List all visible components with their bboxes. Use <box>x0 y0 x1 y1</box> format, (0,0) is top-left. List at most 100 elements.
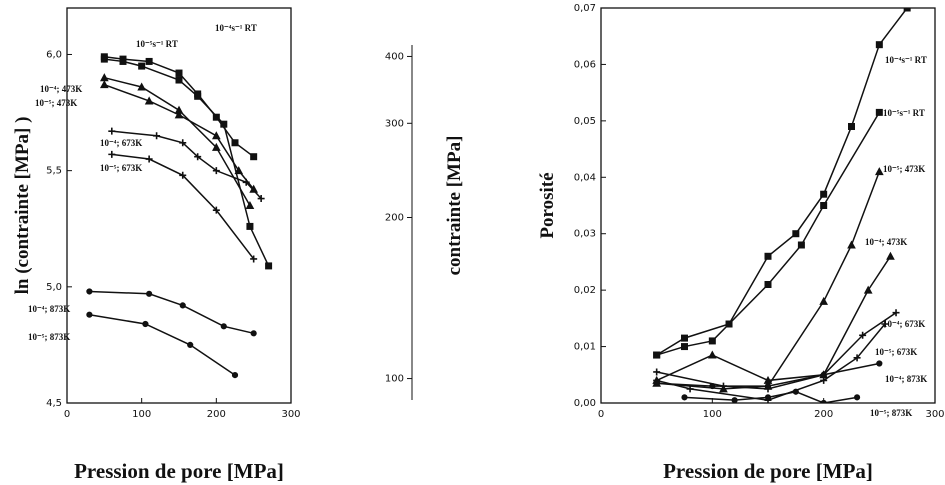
y2-tick-label: 200 <box>385 213 404 224</box>
series-6 <box>108 150 258 263</box>
data-point <box>265 262 273 270</box>
plot-frame <box>66 7 292 404</box>
series-4 <box>99 80 259 193</box>
data-point <box>179 139 187 147</box>
y-tick-label: 0,02 <box>574 285 596 296</box>
series-5 <box>108 127 265 203</box>
data-point <box>820 376 828 384</box>
data-point <box>874 167 884 176</box>
series-line <box>89 313 236 376</box>
data-point <box>99 80 109 89</box>
data-point <box>764 394 772 401</box>
data-point <box>245 200 255 209</box>
data-point <box>731 397 738 403</box>
y2-tick-label: 400 <box>385 51 404 62</box>
data-point <box>764 252 772 260</box>
data-point <box>875 41 883 49</box>
data-point <box>709 382 716 390</box>
data-point <box>707 350 717 359</box>
data-point <box>145 155 153 163</box>
data-point <box>194 92 202 100</box>
data-point <box>211 131 221 140</box>
series-line <box>656 312 897 390</box>
y2-tick-label: 100 <box>385 374 404 385</box>
series-line <box>89 290 254 335</box>
data-point <box>708 337 716 345</box>
series-label: 10⁻⁴; 873K <box>28 304 70 314</box>
data-point <box>246 222 254 230</box>
data-point <box>903 8 911 12</box>
data-point <box>792 230 800 238</box>
data-point <box>250 255 258 263</box>
data-point <box>681 334 688 342</box>
x-tick-label: 0 <box>64 409 70 420</box>
series-line <box>656 255 892 382</box>
series-line <box>684 390 858 403</box>
y-tick-label: 4,5 <box>46 398 62 409</box>
data-point <box>653 380 660 387</box>
x-tick-label: 0 <box>598 409 604 420</box>
data-point <box>881 320 889 328</box>
data-point <box>686 385 694 393</box>
plot-frame <box>600 7 936 404</box>
data-point <box>257 195 265 203</box>
data-point <box>86 288 93 295</box>
series-1 <box>100 53 258 161</box>
data-point <box>250 153 258 161</box>
data-point <box>145 57 153 65</box>
data-point <box>212 167 220 175</box>
data-point <box>138 62 146 70</box>
x-tick-label: 300 <box>925 409 944 420</box>
data-point <box>876 360 883 367</box>
data-point <box>653 368 661 376</box>
data-point <box>234 166 244 175</box>
data-point <box>212 206 220 214</box>
data-point <box>174 110 184 119</box>
x-tick-label: 200 <box>207 409 226 420</box>
series-7 <box>653 360 883 390</box>
data-point <box>220 323 227 330</box>
data-point <box>847 240 856 249</box>
y-tick-label: 0,05 <box>574 116 596 127</box>
data-point <box>86 311 93 318</box>
y-axis-label: ln (contrainte [MPa] ) <box>12 117 33 295</box>
data-point <box>797 241 805 249</box>
data-point <box>187 341 194 349</box>
data-point <box>108 150 116 158</box>
data-point <box>220 120 228 128</box>
series-label: 10⁻⁵; 673K <box>875 347 917 357</box>
series-label: 10⁻⁴s⁻¹ RT <box>215 23 257 33</box>
series-label: 10⁻⁴; 673K <box>100 138 142 148</box>
x-axis-label: Pression de pore [MPa] <box>663 459 873 483</box>
data-point <box>137 82 147 91</box>
y-tick-label: 6,0 <box>46 49 62 60</box>
y2-tick-label: 300 <box>385 118 404 129</box>
series-line <box>656 112 880 356</box>
data-point <box>848 123 855 130</box>
y-tick-label: 0,07 <box>574 3 596 14</box>
series-label: 10⁻⁴; 873K <box>885 374 927 384</box>
data-point <box>820 371 827 378</box>
data-point <box>792 388 799 395</box>
series-line <box>104 56 255 158</box>
x-tick-label: 300 <box>281 409 300 420</box>
data-point <box>153 132 161 140</box>
y-tick-label: 0,00 <box>574 398 596 409</box>
data-point <box>853 354 861 362</box>
series-label: 10⁻⁵s⁻¹ RT <box>883 108 925 118</box>
x-tick-label: 100 <box>703 409 722 420</box>
data-point <box>175 69 183 77</box>
data-point <box>764 382 772 390</box>
series-8 <box>681 388 861 403</box>
data-point <box>820 202 828 209</box>
series-label: 10⁻⁴; 473K <box>40 84 82 94</box>
data-point <box>100 55 108 63</box>
right-chart-panel: 0 100 200 300 0,00 0,01 0,02 0,03 0,04 0,05 0,06 0,… <box>537 3 945 483</box>
series-line <box>656 8 908 356</box>
y-tick-label: 0,04 <box>574 172 596 183</box>
series-3 <box>99 73 255 209</box>
data-point <box>175 76 183 84</box>
x-axis-label: Pression de pore [MPa] <box>74 459 284 483</box>
y-tick-label: 0,03 <box>574 229 596 240</box>
data-point <box>119 57 127 65</box>
